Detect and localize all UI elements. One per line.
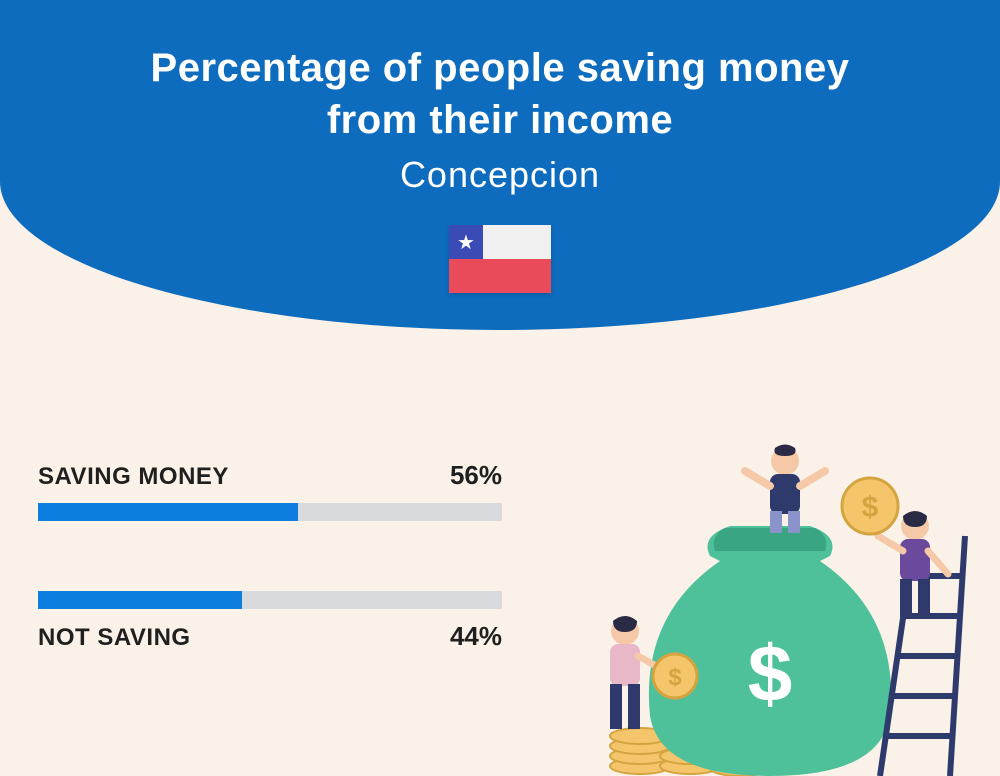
bar-not-saving: NOT SAVING 44% [38, 591, 502, 652]
bar-fill-not-saving [38, 591, 242, 609]
flag-red-stripe [449, 259, 551, 293]
bar-value-saving: 56% [450, 460, 502, 491]
person-top-icon [745, 445, 825, 534]
savings-illustration: $ $ $ [570, 436, 990, 776]
bar-saving-money: SAVING MONEY 56% [38, 460, 502, 521]
bar-label-saving: SAVING MONEY [38, 463, 229, 491]
svg-text:$: $ [748, 629, 793, 718]
svg-text:$: $ [668, 664, 682, 691]
subtitle: Concepcion [0, 154, 1000, 196]
title-block: Percentage of people saving money from t… [0, 42, 1000, 196]
bars-chart: SAVING MONEY 56% NOT SAVING 44% [38, 460, 502, 722]
title-line-1: Percentage of people saving money [0, 42, 1000, 94]
bar-fill-saving [38, 503, 298, 521]
svg-text:$: $ [862, 491, 879, 524]
money-bag-icon: $ [649, 526, 891, 776]
bar-track-not-saving [38, 591, 502, 609]
flag-star-icon: ★ [457, 230, 475, 255]
title-line-2: from their income [0, 94, 1000, 146]
flag-canton: ★ [449, 225, 483, 259]
flag-chile: ★ [449, 225, 551, 293]
bar-value-not-saving: 44% [450, 621, 502, 652]
flag-white-stripe [483, 225, 551, 259]
bar-track-saving [38, 503, 502, 521]
bar-label-not-saving: NOT SAVING [38, 624, 191, 652]
